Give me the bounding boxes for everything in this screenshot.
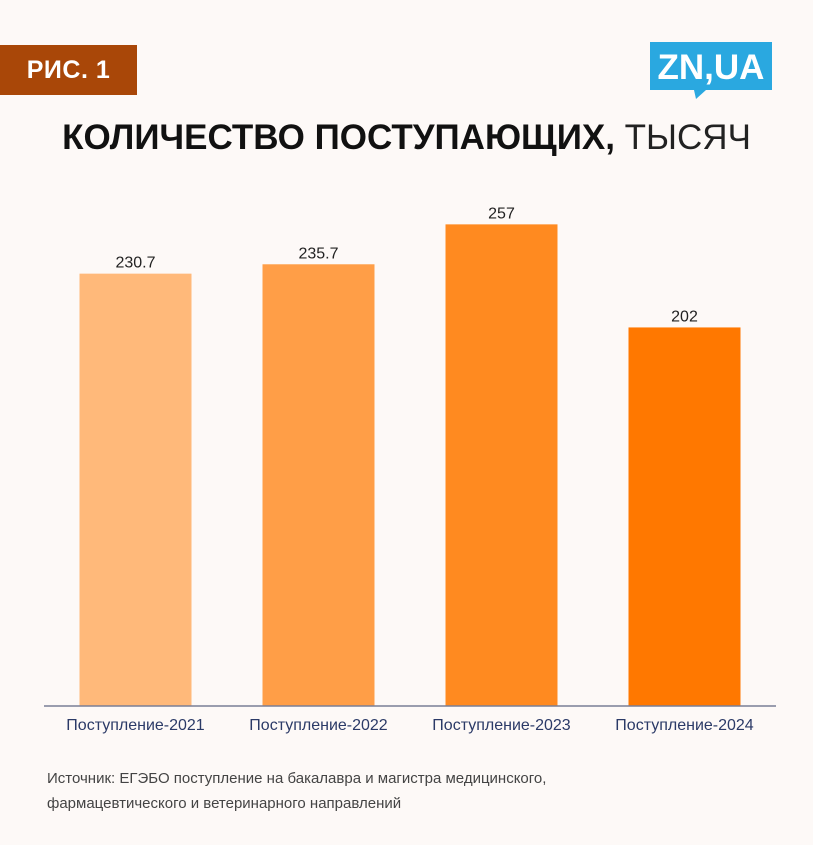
chart-title: КОЛИЧЕСТВО ПОСТУПАЮЩИХ, ТЫСЯЧ: [0, 114, 813, 162]
bar-3: [445, 224, 558, 706]
chart-title-light: ТЫСЯЧ: [624, 118, 751, 157]
logo-text: ZN,UA: [658, 48, 765, 87]
category-label-1: Поступление-2021: [66, 717, 205, 734]
source-note: Источник: ЕГЭБО поступление на бакалавра…: [47, 766, 767, 816]
data-label-2: 235.7: [298, 245, 338, 262]
category-label-2: Поступление-2022: [249, 717, 388, 734]
data-label-4: 202: [671, 308, 698, 325]
bar-2: [262, 264, 375, 706]
data-label-1: 230.7: [115, 255, 155, 272]
category-label-3: Поступление-2023: [432, 717, 571, 734]
category-label-4: Поступление-2024: [615, 717, 754, 734]
zn-ua-logo-icon: ZN,UA: [650, 42, 772, 99]
bar-1: [79, 273, 192, 706]
source-line-2: фармацевтического и ветеринарного направ…: [47, 795, 402, 812]
figure-badge: РИС. 1: [0, 45, 137, 95]
source-line-1: Источник: ЕГЭБО поступление на бакалавра…: [47, 770, 547, 787]
data-label-3: 257: [488, 205, 515, 222]
bar-4: [628, 327, 741, 706]
bar-chart: 230.7 Поступление-2021 235.7 Поступление-20…: [44, 205, 776, 734]
chart-title-bold: КОЛИЧЕСТВО ПОСТУПАЮЩИХ,: [62, 118, 615, 157]
